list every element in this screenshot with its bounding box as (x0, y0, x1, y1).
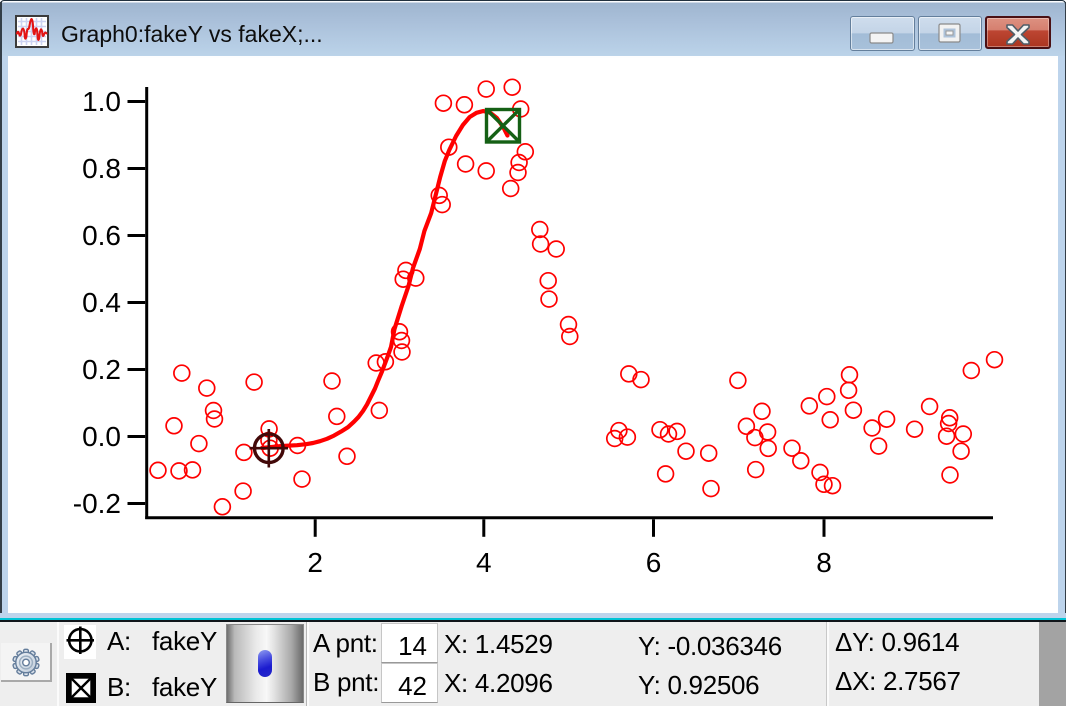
svg-text:0.0: 0.0 (82, 421, 121, 452)
svg-text:6: 6 (646, 547, 662, 578)
svg-text:0.6: 0.6 (82, 220, 121, 251)
svg-text:0.8: 0.8 (82, 153, 121, 184)
svg-text:4: 4 (476, 547, 492, 578)
svg-text:0.2: 0.2 (82, 354, 121, 385)
svg-text:1.0: 1.0 (82, 86, 121, 117)
svg-text:8: 8 (816, 547, 832, 578)
svg-text:0.4: 0.4 (82, 287, 121, 318)
svg-text:2: 2 (307, 547, 323, 578)
svg-text:-0.2: -0.2 (73, 488, 121, 519)
